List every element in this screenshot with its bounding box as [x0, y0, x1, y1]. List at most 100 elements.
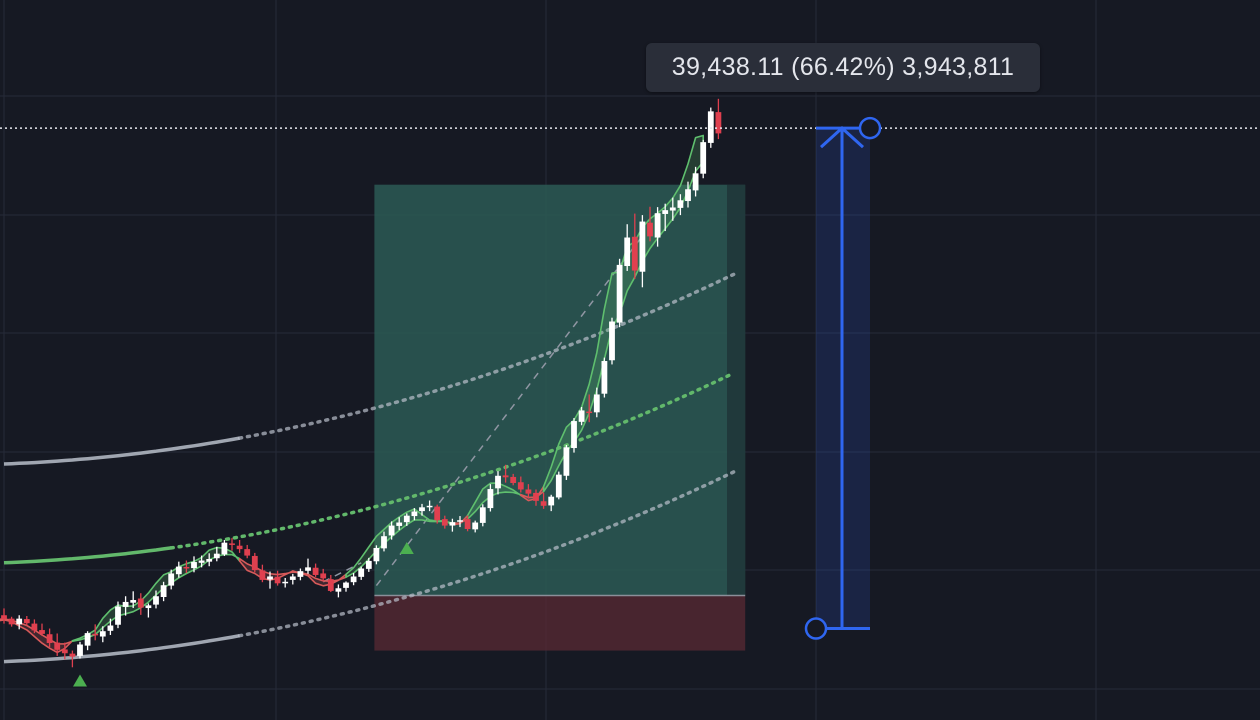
candle-down — [715, 112, 722, 134]
candle-up — [84, 633, 91, 646]
candle-down — [61, 649, 68, 654]
candle-down — [525, 489, 532, 494]
candle-up — [350, 576, 357, 583]
candle-down — [137, 598, 144, 608]
candle-up — [305, 567, 311, 571]
candle-down — [517, 482, 524, 490]
candle-up — [381, 536, 387, 549]
candle-up — [297, 571, 304, 577]
candle-down — [8, 618, 15, 625]
candle-down — [647, 222, 653, 237]
candle-down — [586, 411, 593, 414]
projection-line — [375, 235, 643, 587]
measure-label: 39,438.11 (66.42%) 3,943,811 — [646, 43, 1040, 92]
candle-up — [198, 560, 205, 563]
candle-up — [616, 264, 623, 323]
bollinger-channel — [3, 235, 736, 664]
candle-down — [229, 543, 235, 545]
candle-up — [419, 507, 425, 512]
candle-up — [358, 568, 365, 577]
buy-signal-arrow — [399, 541, 414, 554]
candle-up — [662, 210, 669, 214]
candle-up — [700, 142, 707, 174]
lower-band-projection — [237, 470, 736, 638]
candle-down — [327, 579, 334, 591]
candle-up — [289, 576, 296, 580]
candle-down — [533, 492, 539, 501]
candle-down — [92, 633, 99, 636]
candle-up — [411, 511, 418, 517]
candle-up — [343, 582, 349, 588]
candle-up — [578, 410, 585, 422]
candle-down — [434, 506, 441, 521]
candle-up — [282, 581, 289, 584]
candle-up — [555, 474, 562, 498]
candle-up — [107, 625, 114, 631]
candle-up — [365, 560, 372, 569]
candle-up — [206, 559, 213, 562]
candle-up — [669, 207, 676, 211]
candle-up — [388, 525, 395, 536]
candle-up — [692, 173, 699, 191]
candle-down — [1, 615, 7, 620]
candle-up — [335, 588, 342, 592]
candle-up — [168, 573, 175, 586]
candle-up — [624, 237, 631, 267]
candle-down — [259, 570, 266, 580]
candle-up — [593, 394, 600, 413]
ribbon-segment-down — [238, 557, 294, 581]
candle-down — [441, 519, 448, 526]
candle-down — [274, 576, 281, 584]
candle-up — [267, 576, 273, 580]
candle-up — [426, 505, 433, 508]
candle-down — [183, 566, 190, 569]
candle-up — [153, 596, 159, 605]
candle-up — [677, 200, 684, 208]
candle-up — [145, 605, 152, 609]
long-position-tool[interactable] — [374, 184, 746, 651]
upper-band-projection — [237, 272, 736, 440]
candle-down — [46, 634, 53, 643]
candle-up — [495, 475, 501, 489]
candle-up — [571, 421, 577, 449]
candle-down — [31, 623, 38, 631]
candle-down — [244, 549, 251, 556]
candle-up — [122, 601, 129, 607]
candle-up — [487, 489, 494, 509]
candles — [1, 98, 722, 668]
candle-up — [130, 600, 137, 603]
range-handle-end — [858, 116, 882, 140]
candle-up — [373, 547, 380, 562]
candle-up — [191, 562, 197, 569]
candle-down — [54, 642, 61, 650]
candle-down — [320, 573, 327, 579]
candle-up — [479, 507, 486, 523]
signal-arrows — [73, 541, 414, 687]
target-zone — [374, 184, 746, 596]
candle-up — [563, 447, 570, 476]
candle-up — [654, 213, 661, 238]
price-range-tool[interactable] — [804, 116, 882, 640]
buy-signal-arrow — [73, 674, 87, 687]
candle-down — [251, 555, 258, 571]
target-zone-tail — [727, 184, 746, 596]
candle-down — [23, 619, 30, 624]
candle-up — [221, 542, 228, 555]
candle-up — [472, 522, 479, 530]
candle-up — [457, 520, 463, 522]
candle-up — [77, 644, 83, 656]
midline — [3, 546, 172, 565]
candle-down — [464, 519, 471, 529]
candle-up — [175, 566, 182, 575]
candle-up — [449, 522, 456, 526]
candle-down — [69, 653, 76, 657]
upper-band — [3, 436, 240, 466]
candle-up — [707, 111, 714, 143]
candle-up — [609, 321, 615, 361]
candle-up — [115, 606, 121, 625]
stop-zone — [374, 595, 746, 651]
midline-projection — [169, 371, 736, 550]
candle-up — [548, 496, 555, 506]
